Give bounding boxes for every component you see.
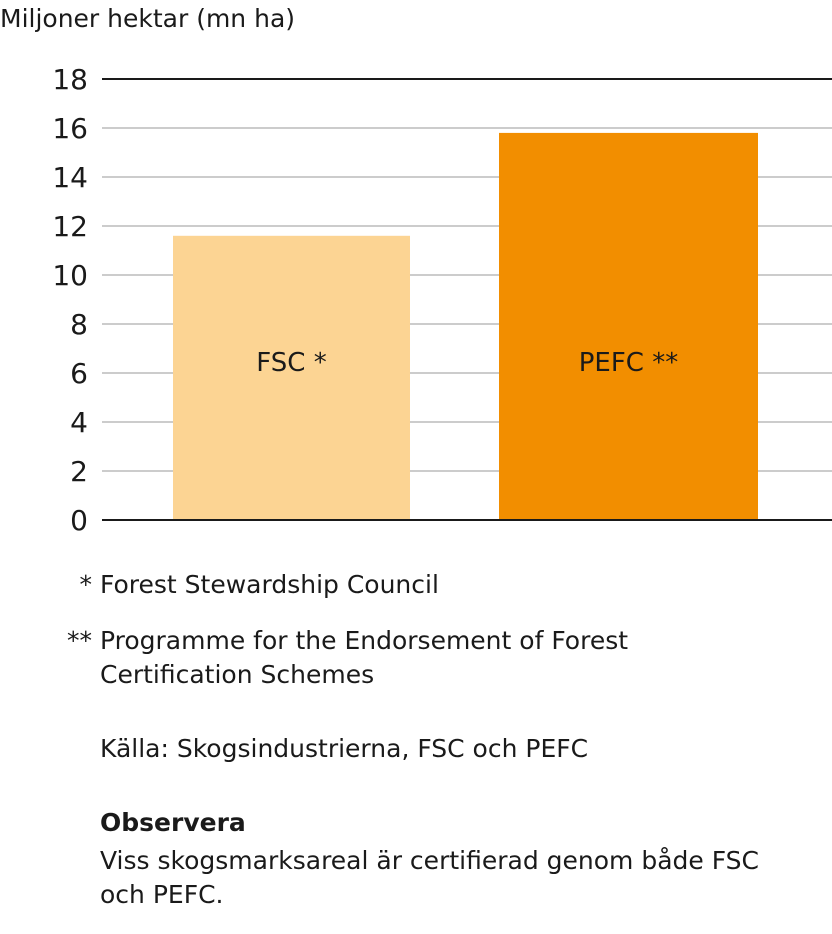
y-tick-label: 14: [52, 161, 88, 194]
y-tick-label: 8: [70, 308, 88, 341]
observe-text: Viss skogsmarksareal är certifierad geno…: [100, 846, 759, 909]
y-tick-label: 2: [70, 455, 88, 488]
y-tick-label: 16: [52, 112, 88, 145]
bar-fsc: [173, 235, 410, 521]
y-axis-label: Miljoner hektar (mn ha): [0, 4, 296, 33]
bar-label-fsc: FSC *: [256, 348, 326, 378]
bar-label-pefc: PEFC **: [579, 348, 678, 378]
y-tick-label: 0: [70, 504, 88, 537]
y-tick-label: 4: [70, 406, 88, 439]
y-tick-label: 12: [52, 210, 88, 243]
fsc-footnote-marker: *: [79, 570, 93, 599]
observe-title: Observera: [100, 808, 246, 837]
pefc-footnote-marker: **: [67, 626, 92, 655]
y-tick-label: 18: [52, 63, 88, 96]
source-note: Källa: Skogsindustrierna, FSC och PEFC: [100, 734, 589, 763]
fsc-footnote-text: Forest Stewardship Council: [100, 570, 439, 599]
bar-chart: 0 2 4 6 8 10 12 14 16 18 FSC * PEFC **: [52, 63, 832, 537]
y-tick-label: 10: [52, 259, 88, 292]
bar-pefc: [499, 132, 758, 520]
pefc-footnote-text: Programme for the Endorsement of Forest …: [100, 626, 629, 689]
y-tick-label: 6: [70, 357, 88, 390]
